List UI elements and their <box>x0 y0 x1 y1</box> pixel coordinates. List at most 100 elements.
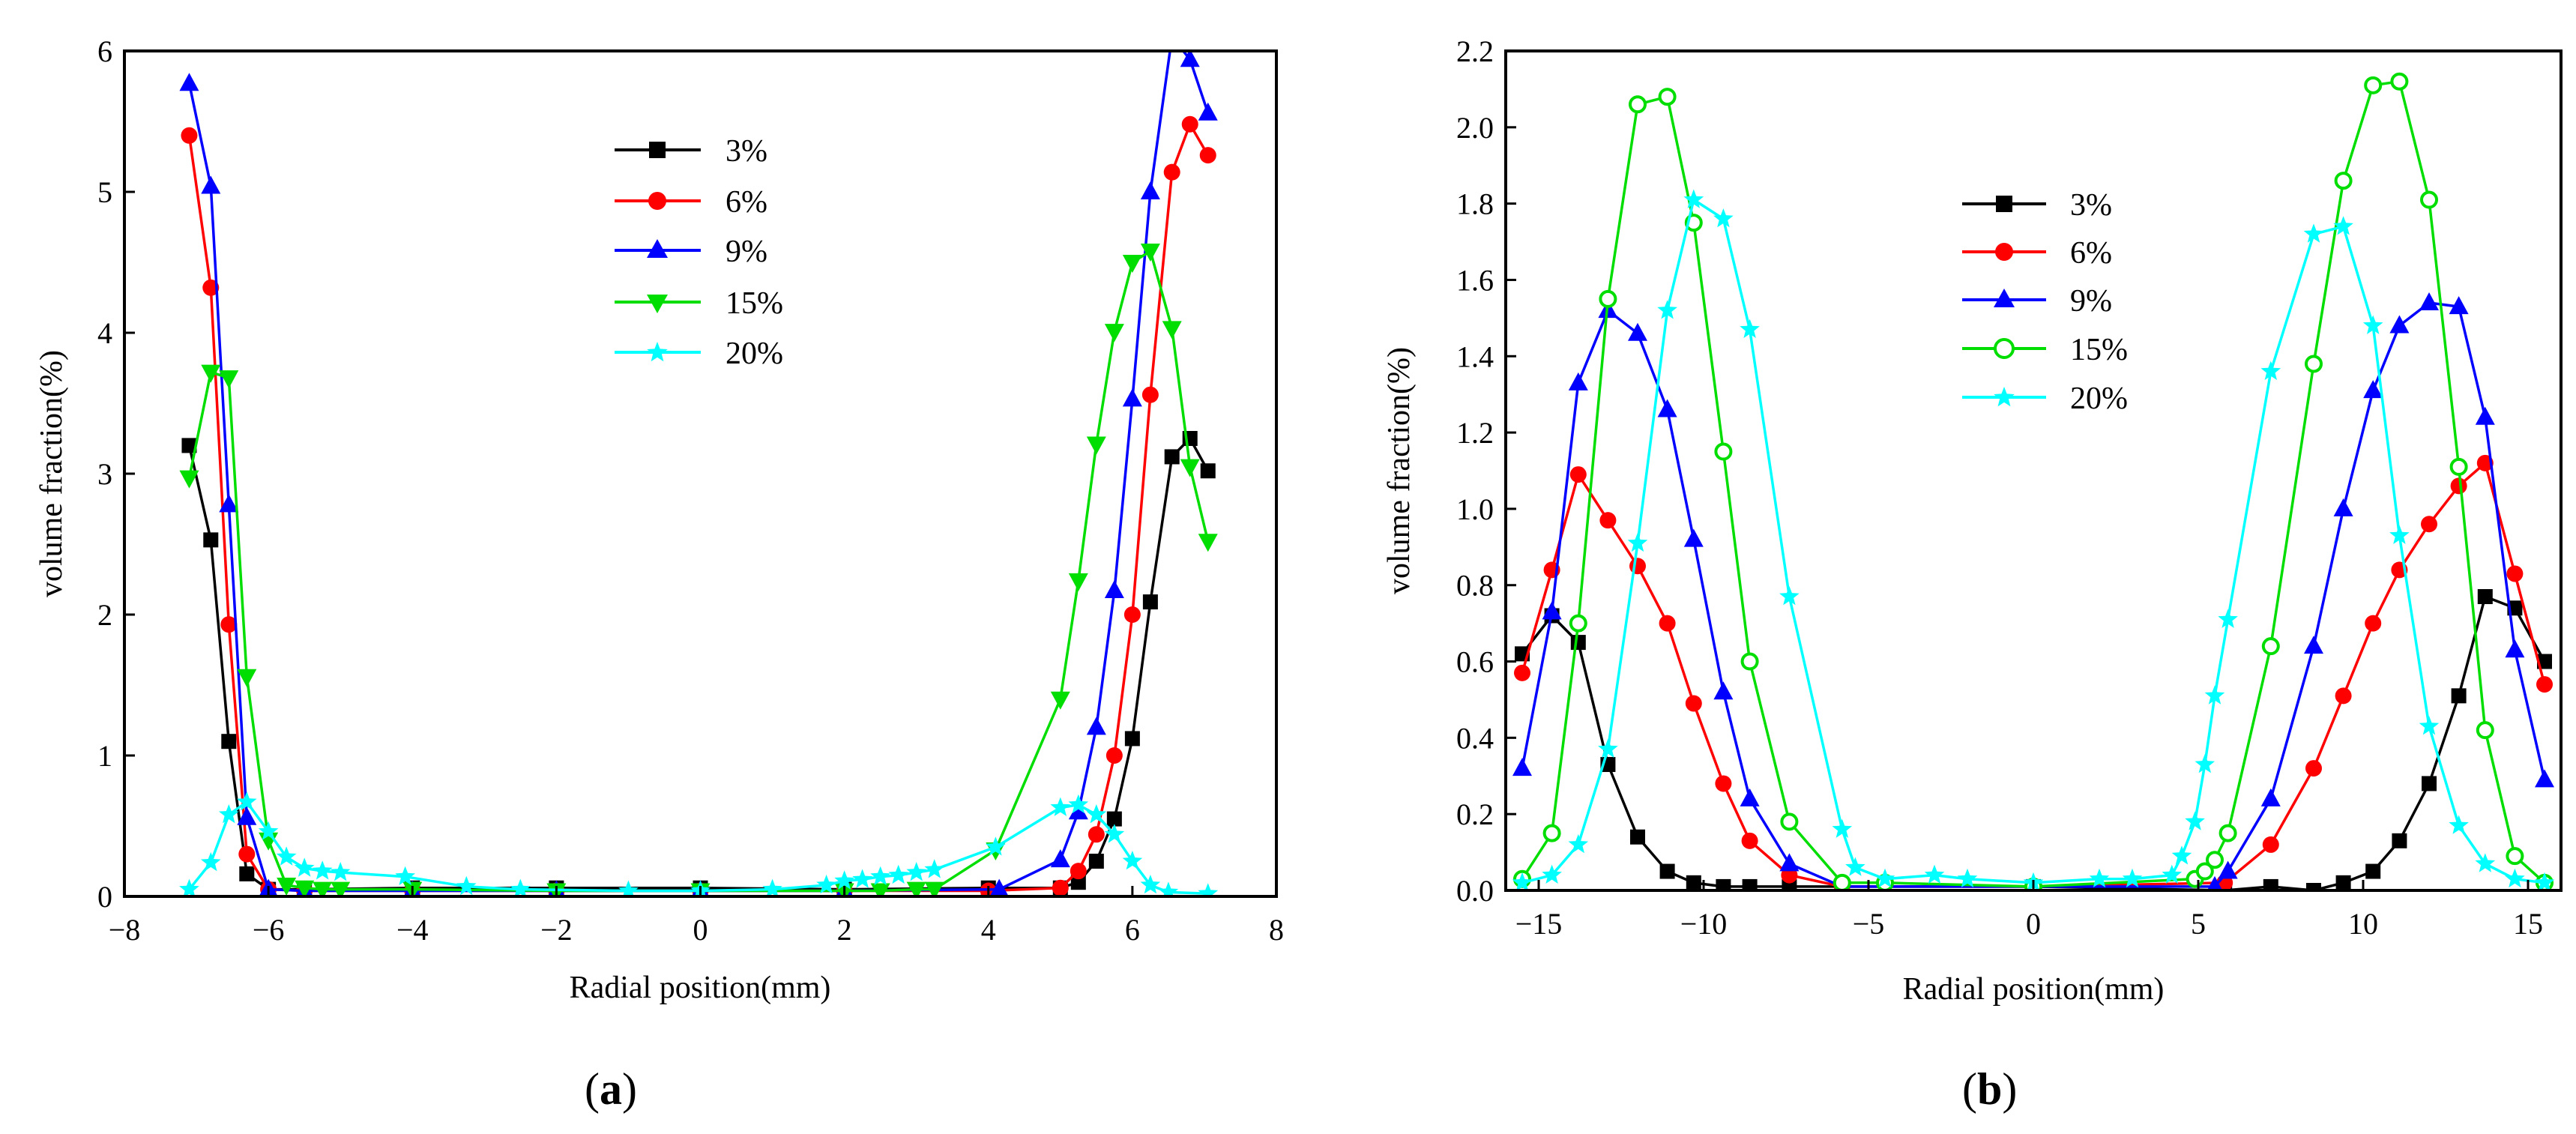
data-point-a-0-1 <box>203 532 219 548</box>
data-point-a-0-15 <box>1124 731 1140 747</box>
data-point-b-2-2 <box>1568 372 1588 390</box>
data-point-b-4-14 <box>1957 868 1978 888</box>
data-point-b-2-4 <box>1628 322 1647 341</box>
data-point-a-2-12 <box>1068 801 1088 820</box>
y-tick-label-b-11: 2.2 <box>1456 34 1494 68</box>
data-point-b-0-2 <box>1570 635 1586 651</box>
data-point-a-1-11 <box>1052 879 1069 896</box>
data-point-a-2-14 <box>1104 580 1124 599</box>
y-tick-label-b-1: 0.2 <box>1456 797 1494 831</box>
y-tick-label-b-0: 0.0 <box>1456 874 1494 908</box>
series-line-a-4 <box>188 800 1208 895</box>
plot-frame-b <box>1504 49 2563 892</box>
data-point-a-3-6 <box>295 880 315 896</box>
data-point-a-1-12 <box>1070 863 1087 880</box>
data-point-a-4-22 <box>986 836 1006 856</box>
data-point-a-3-14 <box>906 881 926 896</box>
data-point-a-2-1 <box>201 175 221 194</box>
data-point-a-2-13 <box>1086 717 1106 735</box>
legend-marker-a-9 <box>647 239 668 258</box>
x-tick-label-b-5: 10 <box>2348 907 2378 941</box>
data-point-a-1-15 <box>1123 606 1141 623</box>
data-point-a-1-2 <box>220 616 238 633</box>
legend-item-a-9: 9% <box>615 235 767 269</box>
data-point-a-0-14 <box>1106 811 1122 827</box>
data-point-b-4-10 <box>1832 818 1853 838</box>
y-tick-label-a-1: 1 <box>97 739 112 773</box>
y-tick-label-b-10: 2.0 <box>1456 111 1494 145</box>
legend-marker-b-20 <box>1994 387 2015 407</box>
data-point-a-3-0 <box>179 470 199 489</box>
legend-marker-b-9 <box>1994 289 2015 307</box>
data-point-b-4-3 <box>1598 738 1618 758</box>
y-tick-label-a-5: 5 <box>97 175 112 209</box>
chart-panel-a: −8 −6 −4 −2 0 2 4 6 8 0 1 2 3 4 5 6 Radial position(mm)… <box>34 34 1284 1114</box>
y-tick-label-a-4: 4 <box>97 316 112 350</box>
data-point-a-4-23 <box>1050 797 1071 816</box>
legend-item-a-20: 20% <box>615 337 783 371</box>
legend-item-b-6: 6% <box>1962 236 2112 271</box>
x-tick-label-a-5: 2 <box>837 913 852 947</box>
y-tick-label-a-2: 2 <box>97 598 112 632</box>
ticks-a: −8 −6 −4 −2 0 2 4 6 8 0 1 2 3 4 5 6 <box>97 34 1284 947</box>
data-point-b-2-22 <box>2505 639 2525 658</box>
data-point-a-4-26 <box>1104 824 1125 843</box>
data-point-a-1-14 <box>1105 747 1123 764</box>
series-line-b-0 <box>1521 595 2546 890</box>
data-point-b-4-9 <box>1779 586 1800 606</box>
data-point-a-2-11 <box>1050 849 1070 868</box>
legend-label-b-3: 3% <box>2070 188 2112 223</box>
data-point-a-2-15 <box>1122 388 1142 407</box>
legend-label-b-15: 15% <box>2070 333 2128 367</box>
data-point-a-4-4 <box>258 821 279 840</box>
data-point-b-4-0 <box>1512 872 1533 890</box>
series-b-3 <box>1513 72 2554 890</box>
data-point-a-4-5 <box>276 846 297 866</box>
data-point-a-4-0 <box>179 878 199 896</box>
legend-b: 3% 6% 9% 15% 20% <box>1962 188 2128 416</box>
y-axis-title-b: volume fraction(%) <box>1382 347 1417 594</box>
data-point-a-4-27 <box>1122 851 1143 870</box>
data-point-b-1-18 <box>2421 516 2437 533</box>
data-point-a-3-3 <box>237 669 257 687</box>
legend-item-b-9: 9% <box>1962 284 2112 319</box>
chart-panel-b: −15 −10 −5 0 5 10 15 0.0 0.2 0.4 0.6 0.8 1.0 1.2 1.4 1.… <box>1382 34 2563 1114</box>
data-point-b-4-32 <box>2505 868 2525 888</box>
ticks-b: −15 −10 −5 0 5 10 15 0.0 0.2 0.4 0.6 0.8 1.0 1.2 1.4 1.… <box>1456 34 2543 941</box>
data-point-b-2-0 <box>1512 758 1532 776</box>
data-point-a-4-8 <box>330 862 351 881</box>
x-tick-label-b-2: −5 <box>1853 907 1885 941</box>
x-axis-title-b: Radial position(mm) <box>1903 972 2165 1007</box>
series-line-a-3 <box>187 250 1210 893</box>
data-point-b-0-14 <box>2306 883 2321 890</box>
data-point-b-3-23 <box>2449 457 2468 476</box>
x-tick-label-b-3: 0 <box>2026 907 2041 941</box>
data-point-b-3-24 <box>2476 721 2494 740</box>
data-point-a-0-2 <box>221 734 237 750</box>
data-point-a-4-24 <box>1068 794 1089 814</box>
data-point-a-4-1 <box>201 851 221 872</box>
data-point-b-4-30 <box>2449 815 2469 834</box>
data-point-b-0-16 <box>2365 863 2381 879</box>
data-point-a-3-19 <box>1086 436 1106 455</box>
legend-label-b-6: 6% <box>2070 236 2112 271</box>
data-point-a-1-18 <box>1181 115 1198 133</box>
data-point-b-2-1 <box>1542 601 1562 620</box>
data-point-b-2-9 <box>1779 853 1800 872</box>
data-point-b-2-18 <box>2389 315 2410 334</box>
data-point-b-1-16 <box>2365 615 2382 632</box>
data-point-b-4-24 <box>2260 361 2281 380</box>
x-tick-label-b-6: 15 <box>2513 907 2543 941</box>
legend-item-a-3: 3% <box>615 134 767 169</box>
series-line-a-2 <box>187 51 1210 893</box>
data-point-a-4-20 <box>906 862 926 881</box>
data-point-a-3-2 <box>219 370 239 389</box>
panel-label-b: (b) <box>1962 1064 2017 1114</box>
x-tick-label-a-2: −4 <box>396 913 429 947</box>
data-point-b-3-15 <box>2206 851 2224 869</box>
data-point-a-4-6 <box>294 857 315 877</box>
x-tick-label-a-1: −6 <box>253 913 285 947</box>
series-line-a-1 <box>187 123 1210 893</box>
data-point-a-4-17 <box>852 869 872 888</box>
y-tick-label-b-3: 0.6 <box>1456 645 1494 679</box>
